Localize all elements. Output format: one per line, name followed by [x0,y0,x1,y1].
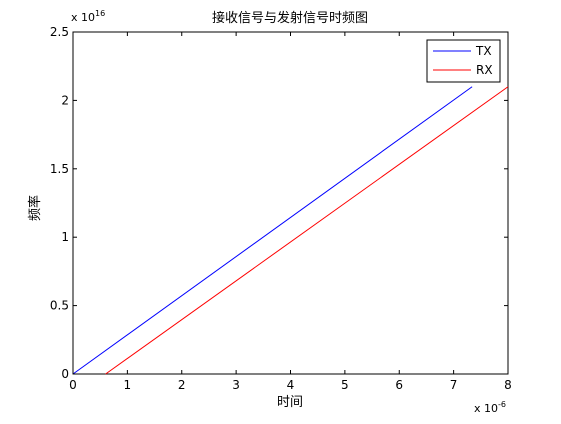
series-line-rx [105,86,509,375]
x-tick-label: 3 [232,378,240,392]
x-tick-label: 7 [450,378,458,392]
x-tick-label: 0 [69,378,77,392]
legend-box [426,39,501,83]
axes: 0 1 2 3 4 5 6 7 8 0 0.5 1 1.5 2 2.5 [50,25,512,392]
legend: TX RX [426,39,501,83]
y-tick-label: 2.5 [50,25,69,39]
series-line-tx [72,86,473,375]
x-tick-label: 4 [287,378,295,392]
x-axis-label: 时间 [277,395,303,410]
x-tick-label: 5 [341,378,349,392]
x-tick-label: 2 [178,378,186,392]
y-tick-label: 0.5 [50,299,69,313]
y-tick-label: 1 [61,230,69,244]
y-axis-multiplier: x 1016 [71,9,105,24]
y-tick-label: 0 [61,367,69,381]
y-tick-label: 2 [61,93,69,107]
series-layer [72,86,509,375]
y-axis-label: 频率 [27,195,43,221]
x-tick-label: 1 [124,378,132,392]
x-axis-ticks: 0 1 2 3 4 5 6 7 8 [69,32,512,392]
y-multiplier-base: x 10 [71,11,95,24]
y-axis-ticks: 0 0.5 1 1.5 2 2.5 [50,25,508,381]
x-tick-label: 8 [504,378,512,392]
legend-label-tx: TX [475,44,492,58]
y-tick-label: 1.5 [50,162,69,176]
x-tick-label: 6 [395,378,403,392]
chart-title: 接收信号与发射信号时频图 [212,10,368,26]
legend-label-rx: RX [476,63,493,77]
y-multiplier-exponent: 16 [95,9,105,18]
plot-area [72,31,509,375]
x-multiplier-exponent: -6 [498,400,506,409]
x-multiplier-base: x 10 [474,402,498,415]
x-axis-multiplier: x 10-6 [474,400,506,415]
